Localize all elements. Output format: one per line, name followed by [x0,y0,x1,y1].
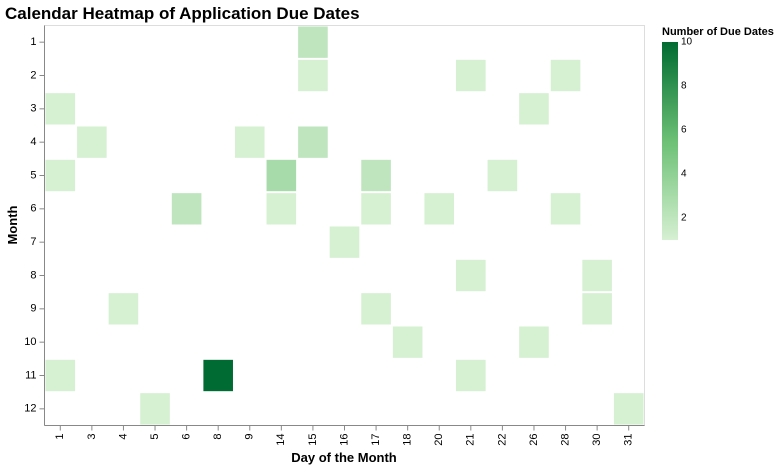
heatmap-cell [424,193,455,225]
y-tick-label: 4 [30,136,36,148]
x-tick-label: 14 [275,434,287,446]
x-axis: 1 3 4 5 6 8 9 14 15 16 17 18 20 21 22 26 28 30 31 [44,425,645,446]
legend-title: Number of Due Dates [662,26,774,38]
y-tick-label: 6 [30,203,36,215]
color-legend: Number of Due Dates 10 8 6 4 2 [662,26,774,240]
heatmap-cell [266,159,297,192]
y-tick-label: 3 [30,103,36,115]
y-tick-label: 10 [24,336,36,348]
heatmap-cell [298,59,328,92]
x-axis-title: Day of the Month [291,450,396,465]
heatmap-cells [45,26,644,425]
heatmap-cell [298,26,328,58]
legend-tick-label: 4 [681,169,687,180]
heatmap-cell [234,126,265,158]
x-tick-label: 21 [465,434,477,446]
legend-tick-label: 10 [681,37,693,48]
y-axis-title: Month [5,205,20,244]
x-tick-label: 18 [402,434,414,446]
heatmap-cell [266,193,297,225]
heatmap-cell [361,193,391,225]
x-tick-label: 8 [212,434,224,440]
heatmap-cell [171,193,202,225]
heatmap-cell [550,193,581,225]
x-tick-label: 15 [307,434,319,446]
y-tick-label: 7 [30,236,36,248]
heatmap-cell [456,59,486,92]
chart-title: Calendar Heatmap of Application Due Date… [5,4,360,23]
x-tick-label: 26 [528,434,540,446]
x-tick-label: 9 [244,434,256,440]
x-tick-label: 20 [433,434,445,446]
legend-tick-label: 6 [681,125,687,136]
heatmap-cell [45,359,76,392]
y-tick-label: 2 [30,69,36,81]
legend-gradient-bar [662,42,678,240]
heatmap-cell [298,126,328,158]
heatmap-cell [108,293,139,325]
x-tick-label: 28 [559,434,571,446]
plot-area [44,25,645,426]
y-tick-label: 1 [30,36,36,48]
x-tick-label: 3 [86,434,98,440]
y-tick-label: 5 [30,169,36,181]
heatmap-cell [361,159,391,192]
heatmap-cell [456,359,486,392]
x-tick-label: 17 [370,434,382,446]
heatmap-cell [329,226,360,258]
heatmap-cell [140,393,170,425]
x-tick-label: 4 [117,434,129,440]
y-tick-label: 11 [25,369,36,381]
x-tick-label: 5 [149,434,161,440]
x-tick-label: 30 [591,434,603,446]
heatmap-cell [361,293,391,325]
heatmap-cell [392,326,423,358]
x-tick-label: 16 [338,434,350,446]
x-tick-label: 22 [496,434,508,446]
legend-tick-label: 8 [681,81,687,92]
heatmap-cell [203,359,233,392]
heatmap-cell [582,293,612,325]
y-tick-label: 9 [30,303,36,315]
heatmap-cell [519,93,549,125]
heatmap-cell [45,93,76,125]
y-tick-label: 12 [24,403,36,415]
x-tick-label: 6 [181,434,193,440]
heatmap-cell [487,159,518,192]
legend-tick-label: 2 [681,213,687,224]
x-tick-label: 1 [54,434,66,440]
legend-ticks: 10 8 6 4 2 [681,37,693,224]
heatmap-cell [456,259,486,292]
x-tick-label: 31 [623,434,635,446]
heatmap-cell [550,59,581,92]
heatmap-cell [613,393,644,425]
y-tick-label: 8 [30,269,36,281]
heatmap-cell [582,259,612,292]
heatmap-cell [77,126,107,158]
heatmap-cell [45,159,76,192]
heatmap-cell [519,326,549,358]
